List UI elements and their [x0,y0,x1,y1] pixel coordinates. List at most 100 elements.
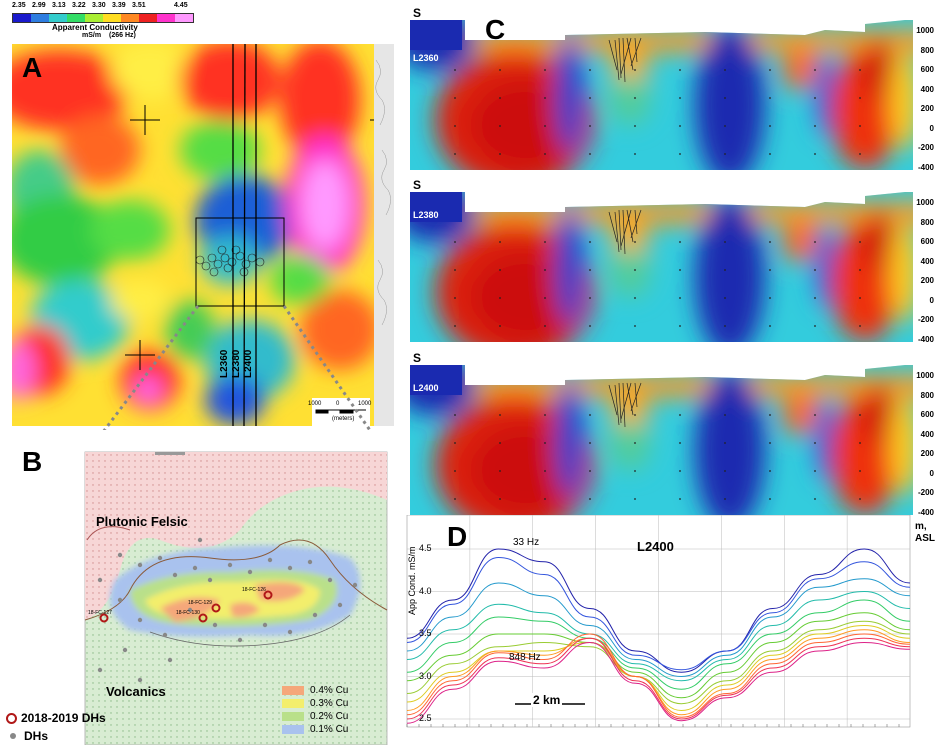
grid-dot [859,69,861,71]
colorbar-strip [12,13,194,23]
grid-dot [454,241,456,243]
grid-dot [544,442,546,444]
line-label-l2360: L2360 [219,349,230,378]
grid-dot [679,498,681,500]
grid-dot [544,470,546,472]
panel-d-label: D [447,521,468,552]
frequency-profile-line [406,548,911,673]
elevation-tick: -200 [917,315,934,324]
label-848hz: 848 Hz [509,652,541,663]
frequency-profile-line [406,620,911,705]
grid-dot [454,297,456,299]
colorbar-ticks: 2.35 2.99 3.13 3.22 3.30 3.39 3.51 4.45 [12,2,192,12]
grid-dot [499,269,501,271]
grid-dot [679,442,681,444]
grid-dot [679,153,681,155]
colorbar-tick: 2.99 [32,2,46,9]
grid-dot [544,153,546,155]
grid-dot [724,153,726,155]
elevation-tick: 0 [929,468,934,478]
grid-dot [814,69,816,71]
section-dot-grid [454,241,861,327]
grid-dot [679,125,681,127]
grid-dot [499,470,501,472]
section-image [410,192,913,342]
elevation-tick: 0 [929,295,934,305]
colorbar-tick: 3.39 [112,2,126,9]
elevation-tick: 800 [920,45,934,55]
frequency-profile-line [406,612,911,699]
grid-dot [814,470,816,472]
elevation-tick: 1000 [916,26,934,35]
cross-section: S L2360 1000 800 600 400 200 0 -200 -400 [405,0,936,172]
grid-dot [724,470,726,472]
grid-dot [769,470,771,472]
grid-dot [499,297,501,299]
section-line-label: L2400 [413,383,439,393]
label-33hz: 33 Hz [513,537,540,548]
section-image [410,20,913,170]
grid-dot [499,125,501,127]
volcanics-label: Volcanics [106,684,166,699]
cu-legend-swatch [282,698,304,708]
y-axis-label: App Cond. mS/m [407,546,417,615]
colorbar-title: Apparent Conductivity [52,23,138,32]
south-label: S [413,351,422,365]
frequency-profile-line [406,629,911,716]
grid-dot [769,125,771,127]
elevation-tick: 800 [920,217,934,227]
grid-dot [724,498,726,500]
elevation-tick: 600 [920,65,934,74]
dh-highlight [99,590,273,623]
colorbar-freq: (266 Hz) [109,32,136,39]
grid-dot [814,325,816,327]
colorbar-swatch [175,14,193,22]
grid-dot [679,269,681,271]
grid-dot [769,498,771,500]
grid-dot [724,297,726,299]
grid-dot [724,414,726,416]
profile-title: L2400 [637,539,674,554]
colorbar-swatch [121,14,139,22]
grid-dot [544,325,546,327]
grid-dot [814,241,816,243]
grid-dot [499,414,501,416]
grid-dot [769,442,771,444]
elevation-tick: 200 [920,449,934,458]
section-image [410,365,913,515]
grid-dot [859,325,861,327]
grid-dot [769,269,771,271]
grid-dot [679,97,681,99]
cu-legend-label: 0.2% Cu [310,710,349,722]
colorbar-swatch [157,14,175,22]
grid-dot [634,69,636,71]
grid-dot [859,269,861,271]
grid-dot [454,153,456,155]
section-dot-grid [454,414,861,500]
grid-dot [634,153,636,155]
cross-section: S L2400 1000 800 600 400 200 0 -200 -400 [405,345,936,517]
grid-dot [859,297,861,299]
elevation-tick: 800 [920,390,934,400]
line-label-l2400: L2400 [243,349,254,378]
grid-dot [814,269,816,271]
grid-dot [589,414,591,416]
panel-a-label: A [22,52,43,83]
grid-dot [679,325,681,327]
elevation-tick: 400 [920,256,934,266]
cu-legend-swatch [282,724,304,734]
y-tick: 3.5 [419,628,432,638]
grid-dot [814,153,816,155]
panel-d: D L2400 33 Hz 848 Hz m, ASL 2 km App Con… [405,515,936,745]
grid-dot [499,97,501,99]
grid-dot [634,470,636,472]
grid-dot [634,442,636,444]
colorbar-swatch [31,14,49,22]
colorbar: 2.35 2.99 3.13 3.22 3.30 3.39 3.51 4.45 Apparen… [12,2,194,42]
grid-dot [859,442,861,444]
frequency-profile-line [406,633,911,718]
grid-dot [769,325,771,327]
colorbar-swatch [103,14,121,22]
grid-dot [769,241,771,243]
grid-dot [859,97,861,99]
